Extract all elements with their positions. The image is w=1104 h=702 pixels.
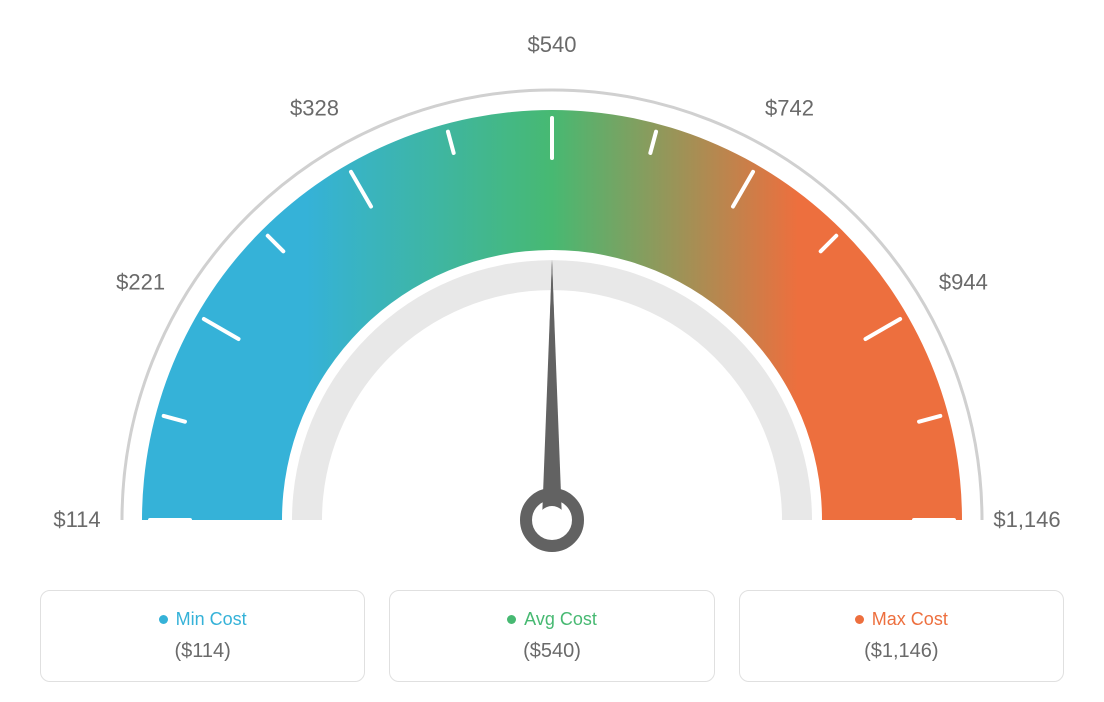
dot-icon [855,615,864,624]
dot-icon [507,615,516,624]
tick-label: $540 [528,32,577,57]
legend-max-text: Max Cost [872,609,948,630]
gauge-svg: $114 $221 $328 $540 $742 $944 $1,146 [20,20,1084,560]
tick-label: $1,146 [993,507,1060,532]
tick-label: $221 [116,270,165,295]
dot-icon [159,615,168,624]
legend-avg-text: Avg Cost [524,609,597,630]
tick-label: $944 [939,270,988,295]
legend-avg-label: Avg Cost [402,609,701,630]
needle-tip [542,260,562,520]
legend-min-value: ($114) [53,640,352,663]
tick-label: $114 [53,507,100,532]
legend-row: Min Cost ($114) Avg Cost ($540) Max Cost… [20,590,1084,682]
tick-label: $328 [290,96,339,121]
legend-min-text: Min Cost [176,609,247,630]
legend-min-card: Min Cost ($114) [40,590,365,682]
legend-max-card: Max Cost ($1,146) [739,590,1064,682]
legend-avg-card: Avg Cost ($540) [389,590,714,682]
legend-min-label: Min Cost [53,609,352,630]
cost-gauge-chart: $114 $221 $328 $540 $742 $944 $1,146 Min Cost … [20,20,1084,682]
legend-max-value: ($1,146) [752,640,1051,663]
legend-avg-value: ($540) [402,640,701,663]
tick-label: $742 [765,96,814,121]
legend-max-label: Max Cost [752,609,1051,630]
needle-hub-hole [538,506,566,534]
